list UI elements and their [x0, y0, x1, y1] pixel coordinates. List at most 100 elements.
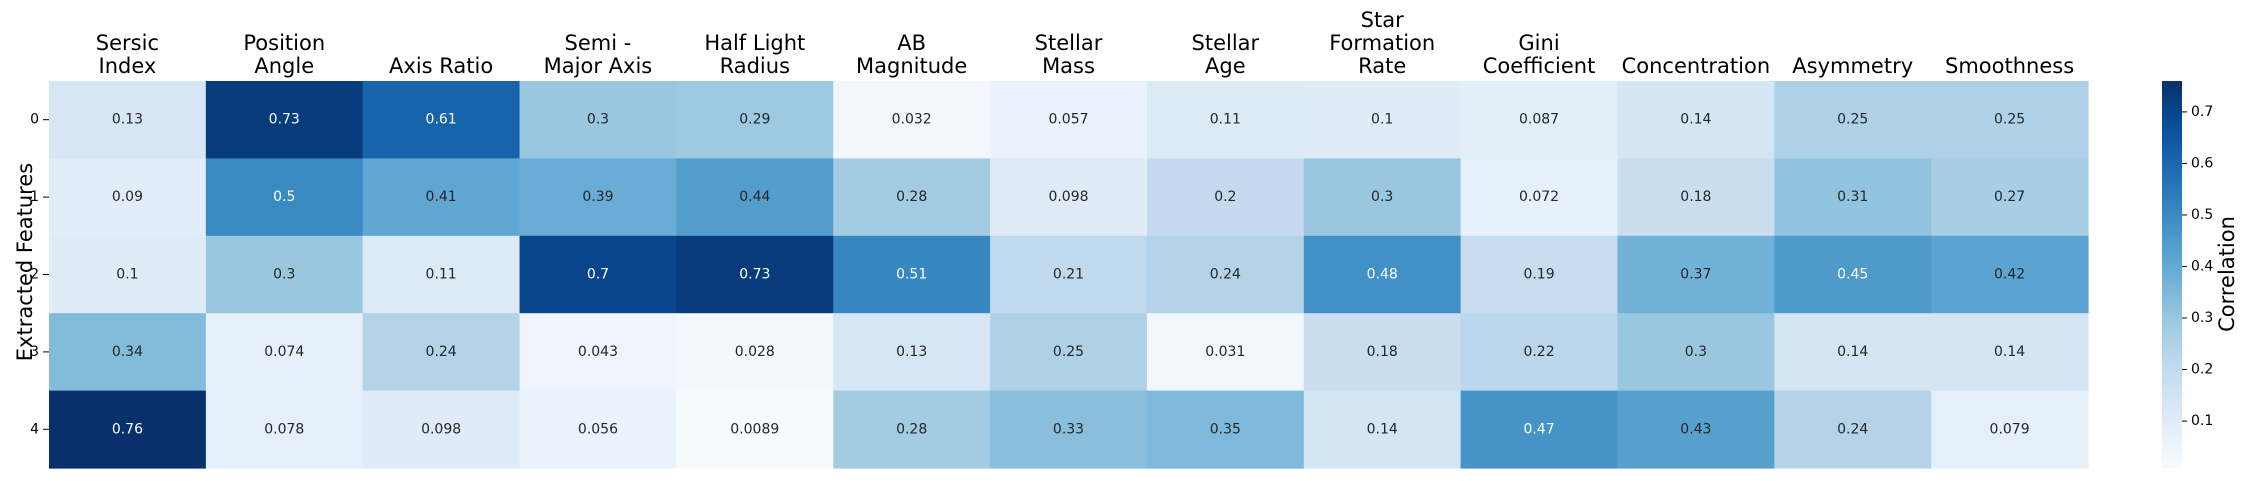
column-label-line: Semi -	[565, 31, 632, 55]
column-label: Position Angle	[243, 31, 325, 78]
heatmap-cell	[990, 235, 1148, 314]
cell-value-label: 0.11	[1210, 112, 1241, 128]
column-label-line: Mass	[1042, 54, 1095, 78]
column-label-line: Axis Ratio	[389, 54, 493, 78]
cell-value-label: 0.41	[426, 189, 457, 205]
heatmap-cell	[1931, 158, 2089, 237]
cell-value-label: 0.1	[1371, 112, 1393, 128]
column-label-line: Concentration	[1622, 54, 1771, 78]
column-label: Gini Coefficient	[1483, 31, 1596, 78]
cell-value-label: 0.079	[1990, 421, 2030, 437]
column-label: Stellar Mass	[1035, 31, 1103, 78]
heatmap-cell	[990, 81, 1148, 159]
cell-value-label: 0.028	[735, 344, 775, 360]
column-label-line: Age	[1205, 54, 1246, 78]
cell-value-label: 0.44	[739, 189, 770, 205]
cell-value-label: 0.22	[1523, 344, 1554, 360]
column-label-line: Coefficient	[1483, 54, 1596, 78]
colorbar-label: Correlation	[2215, 216, 2239, 332]
cell-value-label: 0.31	[1837, 189, 1868, 205]
column-label: Sersic Index	[96, 31, 159, 78]
row-tick-label: 0	[30, 112, 39, 128]
heatmap-cell	[49, 81, 207, 159]
heatmap-cell	[1303, 313, 1462, 392]
cell-value-label: 0.078	[264, 421, 304, 437]
column-label-line: Stellar	[1192, 31, 1260, 55]
cell-value-label: 0.2	[1214, 189, 1236, 205]
cell-value-label: 0.25	[1053, 344, 1084, 360]
heatmap-cell	[1146, 81, 1305, 159]
column-label-line: Major Axis	[544, 54, 653, 78]
column-label-line: Rate	[1358, 54, 1406, 78]
heatmap-cell	[49, 158, 207, 237]
cell-value-label: 0.7	[587, 267, 609, 283]
heatmap-cell	[362, 313, 521, 392]
colorbar-gradient	[2162, 81, 2182, 468]
heatmap-cells	[49, 81, 2089, 469]
colorbar: 0.1 0.2 0.3 0.4 0.5 0.6 0.7 Correlation	[2162, 81, 2239, 468]
heatmap-cell	[1146, 158, 1305, 237]
row-tick-label: 2	[30, 267, 39, 283]
cell-value-label: 0.25	[1994, 112, 2025, 128]
cell-value-label: 0.1	[116, 267, 138, 283]
cell-value-label: 0.13	[896, 344, 927, 360]
heatmap-cell	[833, 313, 991, 392]
row-tick-labels: 0 1 2 3 4	[30, 112, 49, 437]
cell-value-label: 0.33	[1053, 421, 1084, 437]
cell-value-label: 0.14	[1837, 344, 1868, 360]
cell-value-label: 0.18	[1367, 344, 1398, 360]
cell-value-label: 0.25	[1837, 112, 1868, 128]
heatmap-cell	[1460, 235, 1619, 314]
cell-value-label: 0.24	[1837, 421, 1868, 437]
heatmap-cell	[1460, 81, 1619, 159]
heatmap-cell	[1931, 235, 2089, 314]
colorbar-tick-label: 0.5	[2191, 207, 2213, 223]
cell-value-label: 0.056	[578, 421, 618, 437]
y-axis-label: Extracted Features	[13, 163, 37, 361]
cell-value-label: 0.087	[1519, 112, 1559, 128]
cell-value-label: 0.3	[1685, 344, 1707, 360]
colorbar-tick-label: 0.3	[2191, 310, 2213, 326]
colorbar-tick-label: 0.4	[2191, 258, 2213, 274]
cell-value-label: 0.61	[426, 112, 457, 128]
cell-value-label: 0.35	[1210, 421, 1241, 437]
cell-value-label: 0.0089	[730, 421, 779, 437]
heatmap-cell	[1931, 313, 2089, 392]
heatmap-cell	[676, 390, 834, 469]
row-tick-label: 1	[30, 189, 39, 205]
cell-value-label: 0.19	[1523, 267, 1554, 283]
cell-value-label: 0.48	[1367, 267, 1398, 283]
heatmap-cell	[519, 81, 677, 159]
column-label-line: Angle	[254, 54, 314, 78]
heatmap-cell	[990, 158, 1148, 237]
column-label-line: Gini	[1518, 31, 1559, 55]
heatmap-cell	[1617, 313, 1775, 392]
column-label-line: Position	[243, 31, 325, 55]
cell-value-label: 0.47	[1523, 421, 1554, 437]
cell-value-label: 0.39	[582, 189, 613, 205]
column-label-line: Stellar	[1035, 31, 1103, 55]
column-label: Asymmetry	[1792, 54, 1913, 78]
heatmap-cell	[1146, 235, 1305, 314]
cell-value-label: 0.074	[264, 344, 304, 360]
heatmap-cell	[205, 81, 364, 159]
heatmap-cell	[1146, 313, 1305, 392]
cell-value-label: 0.13	[112, 112, 143, 128]
column-label: Axis Ratio	[389, 54, 493, 78]
cell-value-label: 0.3	[273, 267, 295, 283]
heatmap-cell	[519, 390, 677, 469]
heatmap-cell	[1460, 390, 1619, 469]
cell-value-label: 0.76	[112, 421, 143, 437]
column-label: Star Formation Rate	[1329, 8, 1435, 78]
cell-value-label: 0.24	[1210, 267, 1241, 283]
heatmap-cell	[519, 158, 677, 237]
cell-value-label: 0.37	[1680, 267, 1711, 283]
cell-value-label: 0.29	[739, 112, 770, 128]
heatmap-cell	[1931, 390, 2089, 469]
heatmap-cell	[1617, 158, 1775, 237]
cell-value-label: 0.28	[896, 421, 927, 437]
heatmap-cell	[1460, 313, 1619, 392]
heatmap-cell	[205, 235, 364, 314]
heatmap-cell	[833, 235, 991, 314]
